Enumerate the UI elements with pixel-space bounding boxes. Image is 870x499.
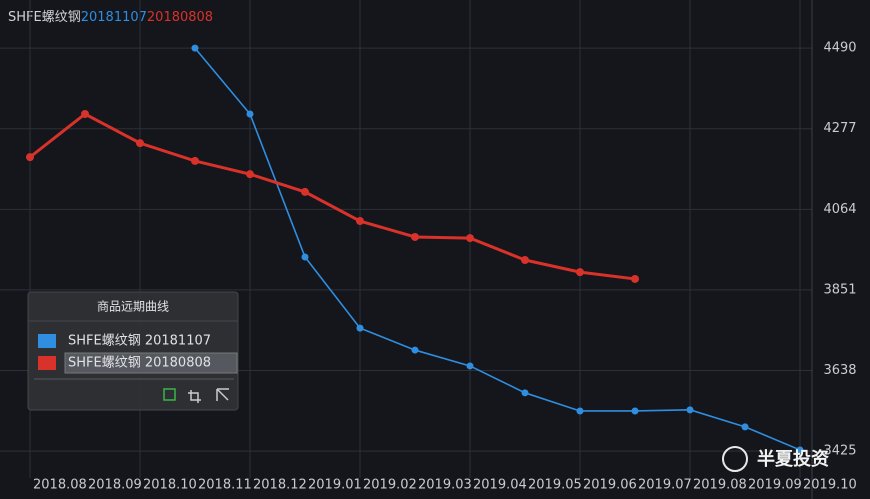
data-point <box>191 44 199 52</box>
x-tick-label: 2019.07 <box>638 478 692 493</box>
data-point <box>631 274 639 283</box>
x-tick-label: 2018.10 <box>143 478 197 493</box>
data-point <box>411 232 419 241</box>
data-point <box>411 346 419 354</box>
data-point <box>521 389 529 397</box>
y-tick-label: 3425 <box>823 444 856 459</box>
x-tick-label: 2018.12 <box>253 478 307 493</box>
data-point <box>576 268 584 277</box>
y-tick-label: 4277 <box>823 121 856 136</box>
x-tick-label: 2019.03 <box>418 478 472 493</box>
legend-highlight <box>64 352 238 374</box>
data-point <box>356 324 364 332</box>
legend: 商品远期曲线 SHFE螺纹钢 20181107 SHFE螺纹钢 20180808 <box>27 291 239 411</box>
data-point <box>631 407 639 415</box>
data-point <box>246 110 254 118</box>
x-tick-label: 2019.10 <box>803 478 857 493</box>
legend-label: SHFE螺纹钢 20180808 <box>68 356 211 371</box>
y-tick-label: 3638 <box>823 363 856 378</box>
x-tick-label: 2019.06 <box>583 478 637 493</box>
data-point <box>796 446 804 454</box>
y-tick-label: 3851 <box>823 282 856 297</box>
legend-icon <box>163 388 176 401</box>
legend-icon <box>216 388 229 401</box>
data-point <box>301 253 309 261</box>
title-date: 20181107 <box>81 10 147 25</box>
watermark-icon <box>722 446 748 472</box>
x-tick-label: 2018.09 <box>88 478 142 493</box>
title-date: 20180808 <box>147 10 213 25</box>
series-line <box>194 47 801 451</box>
legend-label: SHFE螺纹钢 20181107 <box>68 334 211 349</box>
chart-title: SHFE螺纹钢2018110720180808 <box>8 10 213 25</box>
x-tick-label: 2019.09 <box>748 478 802 493</box>
watermark: 半夏投资 <box>757 448 829 470</box>
x-tick-label: 2019.02 <box>363 478 417 493</box>
data-point <box>576 407 584 415</box>
legend-swatch <box>38 356 56 370</box>
x-tick-label: 2018.11 <box>198 478 252 493</box>
data-point <box>301 187 309 196</box>
data-point <box>686 406 694 414</box>
data-point <box>136 139 144 148</box>
data-point <box>191 156 199 165</box>
x-tick-label: 2019.08 <box>693 478 747 493</box>
data-point <box>26 153 34 162</box>
data-point <box>521 256 529 265</box>
series-line <box>29 112 636 281</box>
legend-swatch <box>38 334 56 348</box>
data-point <box>356 217 364 226</box>
x-tick-label: 2019.05 <box>528 478 582 493</box>
data-point <box>466 234 474 243</box>
legend-icon <box>188 390 201 403</box>
y-tick-label: 4064 <box>823 202 856 217</box>
data-point <box>246 170 254 179</box>
legend-title: 商品远期曲线 <box>97 299 169 314</box>
title-main: SHFE螺纹钢 <box>8 10 81 25</box>
data-point <box>741 423 749 431</box>
data-point <box>81 109 89 118</box>
x-tick-label: 2018.08 <box>33 478 87 493</box>
data-point <box>466 362 474 370</box>
y-tick-label: 4490 <box>823 41 856 56</box>
x-tick-label: 2019.01 <box>308 478 362 493</box>
x-tick-label: 2019.04 <box>473 478 527 493</box>
